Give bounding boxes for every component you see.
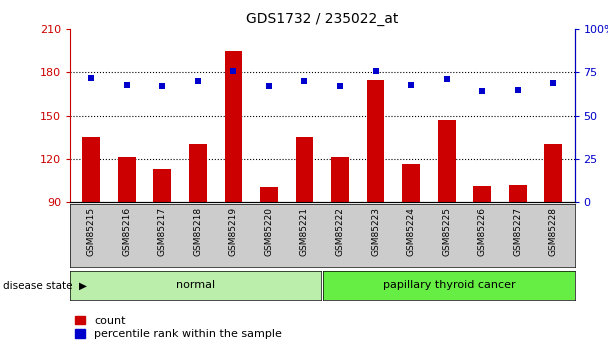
Text: GSM85216: GSM85216 — [122, 207, 131, 256]
Title: GDS1732 / 235022_at: GDS1732 / 235022_at — [246, 11, 398, 26]
Bar — [367, 80, 384, 202]
Text: GSM85218: GSM85218 — [193, 207, 202, 256]
Bar — [224, 51, 242, 202]
Text: GSM85227: GSM85227 — [513, 207, 522, 256]
Bar — [509, 185, 527, 202]
Bar — [544, 144, 562, 202]
Bar — [402, 165, 420, 202]
Text: GSM85215: GSM85215 — [87, 207, 95, 256]
Bar — [438, 120, 455, 202]
Text: GSM85217: GSM85217 — [158, 207, 167, 256]
Bar — [331, 157, 349, 202]
Bar — [473, 186, 491, 202]
Bar — [260, 187, 278, 202]
Text: GSM85228: GSM85228 — [549, 207, 558, 256]
Bar — [118, 157, 136, 202]
Text: disease state  ▶: disease state ▶ — [3, 280, 87, 290]
Text: GSM85224: GSM85224 — [407, 207, 416, 256]
Bar — [153, 169, 171, 202]
Text: papillary thyroid cancer: papillary thyroid cancer — [382, 280, 516, 290]
Text: GSM85223: GSM85223 — [371, 207, 380, 256]
Text: GSM85219: GSM85219 — [229, 207, 238, 256]
Legend: count, percentile rank within the sample: count, percentile rank within the sample — [75, 316, 282, 339]
Text: GSM85225: GSM85225 — [442, 207, 451, 256]
Text: GSM85220: GSM85220 — [264, 207, 274, 256]
Text: GSM85221: GSM85221 — [300, 207, 309, 256]
Bar — [295, 137, 313, 202]
Text: GSM85226: GSM85226 — [478, 207, 486, 256]
Text: GSM85222: GSM85222 — [336, 207, 345, 256]
Bar — [82, 137, 100, 202]
Text: normal: normal — [176, 280, 215, 290]
Bar — [189, 144, 207, 202]
